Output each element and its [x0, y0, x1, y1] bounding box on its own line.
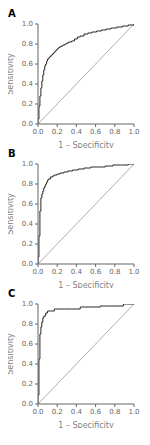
svg-text:0.0: 0.0: [32, 128, 43, 136]
svg-text:0.0: 0.0: [22, 260, 33, 268]
svg-text:0.4: 0.4: [22, 360, 34, 368]
svg-text:0.6: 0.6: [90, 408, 102, 416]
svg-text:0.2: 0.2: [52, 408, 63, 416]
svg-text:0.0: 0.0: [32, 268, 43, 276]
svg-text:0.2: 0.2: [52, 268, 63, 276]
svg-text:0.8: 0.8: [22, 40, 33, 48]
svg-text:0.2: 0.2: [52, 128, 63, 136]
svg-text:0.8: 0.8: [109, 268, 120, 276]
svg-text:0.6: 0.6: [22, 60, 34, 68]
svg-text:1.0: 1.0: [22, 300, 33, 308]
svg-text:1 – Specificity: 1 – Specificity: [58, 141, 114, 148]
svg-text:0.6: 0.6: [22, 340, 34, 348]
svg-text:1.0: 1.0: [22, 160, 33, 168]
svg-text:1.0: 1.0: [128, 268, 139, 276]
svg-text:1.0: 1.0: [128, 128, 139, 136]
svg-text:0.8: 0.8: [22, 320, 33, 328]
svg-text:0.2: 0.2: [22, 240, 33, 248]
svg-text:0.2: 0.2: [22, 100, 33, 108]
svg-text:0.6: 0.6: [90, 128, 102, 136]
svg-text:0.6: 0.6: [22, 200, 34, 208]
svg-text:0.4: 0.4: [22, 80, 34, 88]
svg-text:Sensitivity: Sensitivity: [8, 333, 15, 375]
html-text:C: C: [8, 288, 16, 299]
html-text:A: A: [8, 8, 16, 19]
html-text:B: B: [8, 148, 16, 159]
svg-text:0.4: 0.4: [22, 220, 34, 228]
svg-text:0.2: 0.2: [22, 380, 33, 388]
svg-text:0.4: 0.4: [71, 268, 83, 276]
svg-text:Sensitivity: Sensitivity: [8, 53, 15, 95]
svg-text:0.8: 0.8: [109, 408, 120, 416]
svg-text:Sensitivity: Sensitivity: [8, 193, 15, 235]
svg-text:0.4: 0.4: [71, 408, 83, 416]
svg-text:0.4: 0.4: [71, 128, 83, 136]
svg-text:0.8: 0.8: [22, 180, 33, 188]
svg-text:0.8: 0.8: [109, 128, 120, 136]
svg-text:1.0: 1.0: [128, 408, 139, 416]
svg-text:1 – Specificity: 1 – Specificity: [58, 281, 114, 288]
svg-text:0.0: 0.0: [22, 120, 33, 128]
svg-text:0.0: 0.0: [32, 408, 43, 416]
svg-text:0.0: 0.0: [22, 400, 33, 408]
svg-text:1.0: 1.0: [22, 20, 33, 28]
svg-text:1 – Specificity: 1 – Specificity: [58, 421, 114, 428]
svg-text:0.6: 0.6: [90, 268, 102, 276]
